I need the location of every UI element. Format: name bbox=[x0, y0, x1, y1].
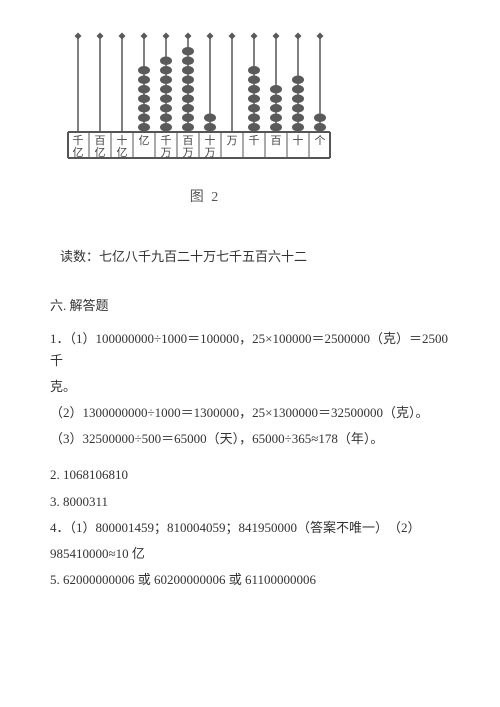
svg-text:个: 个 bbox=[315, 134, 326, 147]
q5-line: 5. 62000000006 或 60200000006 或 611000000… bbox=[50, 569, 450, 591]
q3-line: 3. 8000311 bbox=[50, 491, 450, 513]
q1-line3: （3）32500000÷500＝65000（天），65000÷365≈178（年… bbox=[50, 428, 450, 450]
svg-text:百: 百 bbox=[271, 135, 282, 147]
svg-text:十: 十 bbox=[293, 133, 304, 147]
svg-text:千: 千 bbox=[161, 134, 172, 147]
svg-text:万: 万 bbox=[227, 135, 238, 147]
q4-line-b: 985410000≈10 亿 bbox=[50, 543, 450, 565]
svg-text:亿: 亿 bbox=[139, 134, 150, 147]
answers-block: 1．（1）100000000÷1000＝100000，25×100000＝250… bbox=[50, 328, 450, 591]
q1-line1: 1．（1）100000000÷1000＝100000，25×100000＝250… bbox=[50, 328, 450, 372]
svg-text:万: 万 bbox=[205, 147, 216, 159]
q2-line: 2. 1068106810 bbox=[50, 464, 450, 486]
svg-text:十: 十 bbox=[117, 133, 128, 147]
svg-text:千: 千 bbox=[73, 134, 84, 147]
svg-text:百: 百 bbox=[95, 135, 106, 147]
reading-line: 读数：七亿八千九百二十万七千五百六十二 bbox=[60, 246, 450, 265]
q1-line1b: 克。 bbox=[50, 376, 450, 398]
section-6-title: 六. 解答题 bbox=[50, 295, 450, 314]
svg-text:万: 万 bbox=[161, 147, 172, 159]
svg-text:千: 千 bbox=[249, 134, 260, 147]
svg-text:万: 万 bbox=[183, 147, 194, 159]
svg-text:十: 十 bbox=[205, 133, 216, 147]
abacus-svg: 千亿百亿十亿亿千万百万十万万千百十个 bbox=[60, 30, 350, 180]
reading-prefix: 读数： bbox=[60, 249, 99, 264]
q4-line-a: 4．（1）800001459；810004059；841950000（答案不唯一… bbox=[50, 517, 450, 539]
svg-text:亿: 亿 bbox=[117, 146, 128, 159]
abacus-figure: 千亿百亿十亿亿千万百万十万万千百十个 bbox=[60, 30, 450, 180]
q1-line2: （2）1300000000÷1000＝1300000，25×1300000＝32… bbox=[50, 402, 450, 424]
svg-text:亿: 亿 bbox=[73, 146, 84, 159]
svg-text:百: 百 bbox=[183, 135, 194, 147]
svg-text:亿: 亿 bbox=[95, 146, 106, 159]
figure-label: 图 2 bbox=[60, 186, 350, 206]
reading-value: 七亿八千九百二十万七千五百六十二 bbox=[99, 249, 307, 264]
